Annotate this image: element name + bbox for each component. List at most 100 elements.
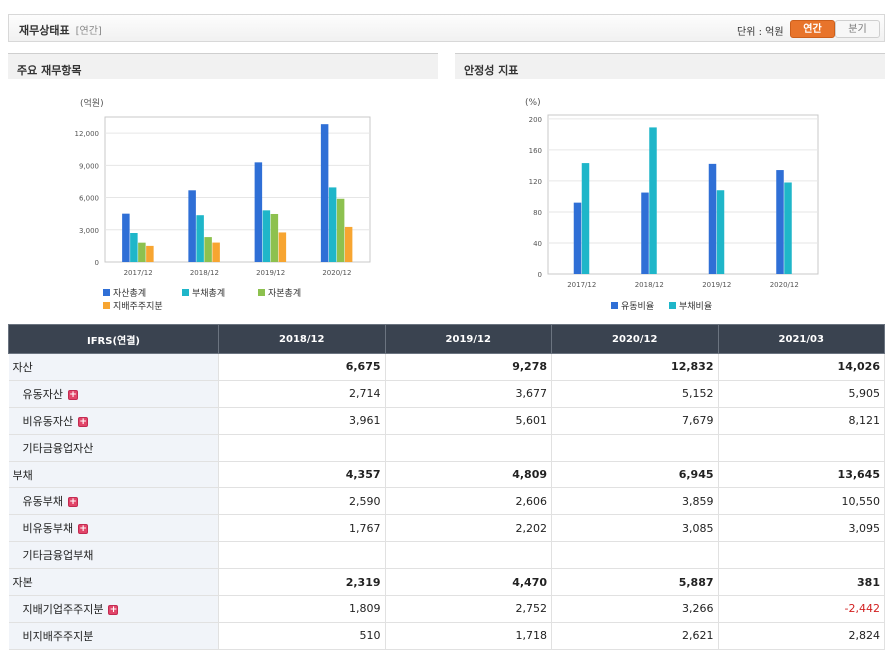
plot-frame <box>547 114 819 275</box>
row-label: 비지배주주지분 <box>22 629 94 643</box>
table-header-row: IFRS(연결) 2018/12 2019/12 2020/12 2021/03 <box>8 324 885 354</box>
statement-subtitle: [연간] <box>75 26 102 37</box>
balance-sheet-table: IFRS(연결) 2018/12 2019/12 2020/12 2021/03… <box>8 324 885 650</box>
stability-panel: 안정성 지표 (%) 0 40 80 120 160 200 2017/12 2018/12 20… <box>455 53 885 323</box>
bar <box>784 182 792 274</box>
row-label: 지배기업주주지분 <box>22 602 104 616</box>
value-cell: 9,278 <box>385 353 552 381</box>
value-cell: 6,945 <box>551 461 719 489</box>
expand-plus-icon[interactable]: + <box>67 497 78 508</box>
bar <box>649 127 657 274</box>
value-cell <box>551 541 719 570</box>
row-label-cell: 유동자산 + <box>8 380 219 408</box>
y-tick-label: 3,000 <box>79 227 99 235</box>
value-cell: 5,905 <box>718 380 885 408</box>
value-cell: 5,887 <box>551 568 719 597</box>
y-tick-label: 200 <box>529 116 542 124</box>
x-tick-label: 2017/12 <box>124 269 153 277</box>
annual-toggle-button[interactable]: 연간 <box>790 20 835 38</box>
value-cell <box>218 541 386 570</box>
bar <box>320 124 329 262</box>
value-cell: 14,026 <box>718 353 885 381</box>
value-cell: 7,679 <box>551 407 719 435</box>
quarter-toggle-button[interactable]: 분기 <box>835 20 880 38</box>
bar <box>776 170 784 274</box>
value-cell: 3,961 <box>218 407 386 435</box>
value-cell <box>551 434 719 462</box>
value-cell: 2,590 <box>218 487 386 516</box>
legend-swatch <box>611 302 618 309</box>
key-items-panel: 주요 재무항목 (억원) 0 3,000 6,000 9,000 12,000 2017/1… <box>8 53 438 323</box>
expand-plus-icon[interactable]: + <box>108 604 119 615</box>
table-row: 부채 4,357 4,809 6,945 13,645 <box>8 461 885 489</box>
value-cell: 5,601 <box>385 407 552 435</box>
bar <box>278 232 287 262</box>
y-tick-label: 80 <box>533 209 542 217</box>
table-row: 유동자산 +2,714 3,677 5,152 5,905 <box>8 380 885 408</box>
bar <box>254 162 263 262</box>
stability-title: 안정성 지표 <box>455 53 885 79</box>
legend-label: 지배주주지분 <box>113 301 163 312</box>
value-cell: 3,266 <box>551 595 719 623</box>
value-cell <box>385 434 552 462</box>
key-items-title: 주요 재무항목 <box>8 53 438 79</box>
y-tick-label: 0 <box>538 271 542 279</box>
x-tick-label: 2017/12 <box>567 281 596 289</box>
row-label-cell: 지배기업주주지분 + <box>8 595 219 623</box>
row-label: 자본 <box>12 576 33 590</box>
bar <box>641 192 649 274</box>
value-cell: 2,606 <box>385 487 552 516</box>
table-row: 자산 6,675 9,278 12,832 14,026 <box>8 353 885 381</box>
row-label: 유동부채 <box>22 495 63 509</box>
value-cell: 2,319 <box>218 568 386 597</box>
table-row: 자본 2,319 4,470 5,887 381 <box>8 568 885 597</box>
row-label-cell: 자산 <box>8 353 219 381</box>
row-label: 자산 <box>12 360 33 374</box>
y-tick-label: 160 <box>529 147 542 155</box>
legend-label: 부채비율 <box>679 301 712 312</box>
table-header: 2018/12 <box>218 324 386 354</box>
y-tick-label: 12,000 <box>75 130 100 138</box>
row-label: 기타금융업부채 <box>22 549 94 563</box>
legend-label: 부채총계 <box>192 287 225 299</box>
legend-label: 자산총계 <box>113 287 146 299</box>
bar <box>328 187 337 262</box>
value-cell: 1,718 <box>385 622 552 650</box>
y-tick-label: 40 <box>533 240 542 248</box>
bar <box>130 233 138 262</box>
bar <box>262 210 271 262</box>
y-axis-label: (%) <box>525 98 541 108</box>
y-tick-label: 9,000 <box>79 162 99 170</box>
value-cell: 2,752 <box>385 595 552 623</box>
table-row: 비유동부채 +1,767 2,202 3,085 3,095 <box>8 514 885 543</box>
unit-label: 단위 : 억원 <box>737 27 784 38</box>
value-cell: 3,677 <box>385 380 552 408</box>
table-header: 2019/12 <box>384 324 552 354</box>
legend-swatch <box>103 289 110 296</box>
row-label-cell: 비유동자산 + <box>8 407 219 435</box>
stability-chart: (%) 0 40 80 120 160 200 2017/12 2018/12 2019/12 20… <box>525 98 819 312</box>
value-cell: 2,621 <box>551 622 719 650</box>
value-cell <box>718 434 885 462</box>
bar <box>708 163 717 274</box>
legend-swatch <box>258 289 265 296</box>
value-cell: 3,085 <box>551 514 719 543</box>
expand-plus-icon[interactable]: + <box>67 389 78 400</box>
bar <box>188 190 196 262</box>
table-row: 기타금융업자산 <box>8 434 885 462</box>
x-tick-label: 2020/12 <box>770 281 799 289</box>
value-cell: 3,095 <box>718 514 885 543</box>
row-label-cell: 유동부채 + <box>8 487 219 516</box>
row-label: 유동자산 <box>22 387 63 401</box>
bar <box>196 215 204 262</box>
value-cell: 13,645 <box>718 461 885 489</box>
bar <box>212 242 220 262</box>
value-cell <box>385 541 552 570</box>
expand-plus-icon[interactable]: + <box>78 416 89 427</box>
value-cell: 1,809 <box>218 595 386 623</box>
value-cell: 2,714 <box>218 380 386 408</box>
row-label-cell: 비유동부채 + <box>8 514 219 543</box>
key-items-chart: (억원) 0 3,000 6,000 9,000 12,000 2017/12 2018/12… <box>75 97 371 312</box>
expand-plus-icon[interactable]: + <box>78 524 89 535</box>
value-cell: 6,675 <box>218 353 386 381</box>
